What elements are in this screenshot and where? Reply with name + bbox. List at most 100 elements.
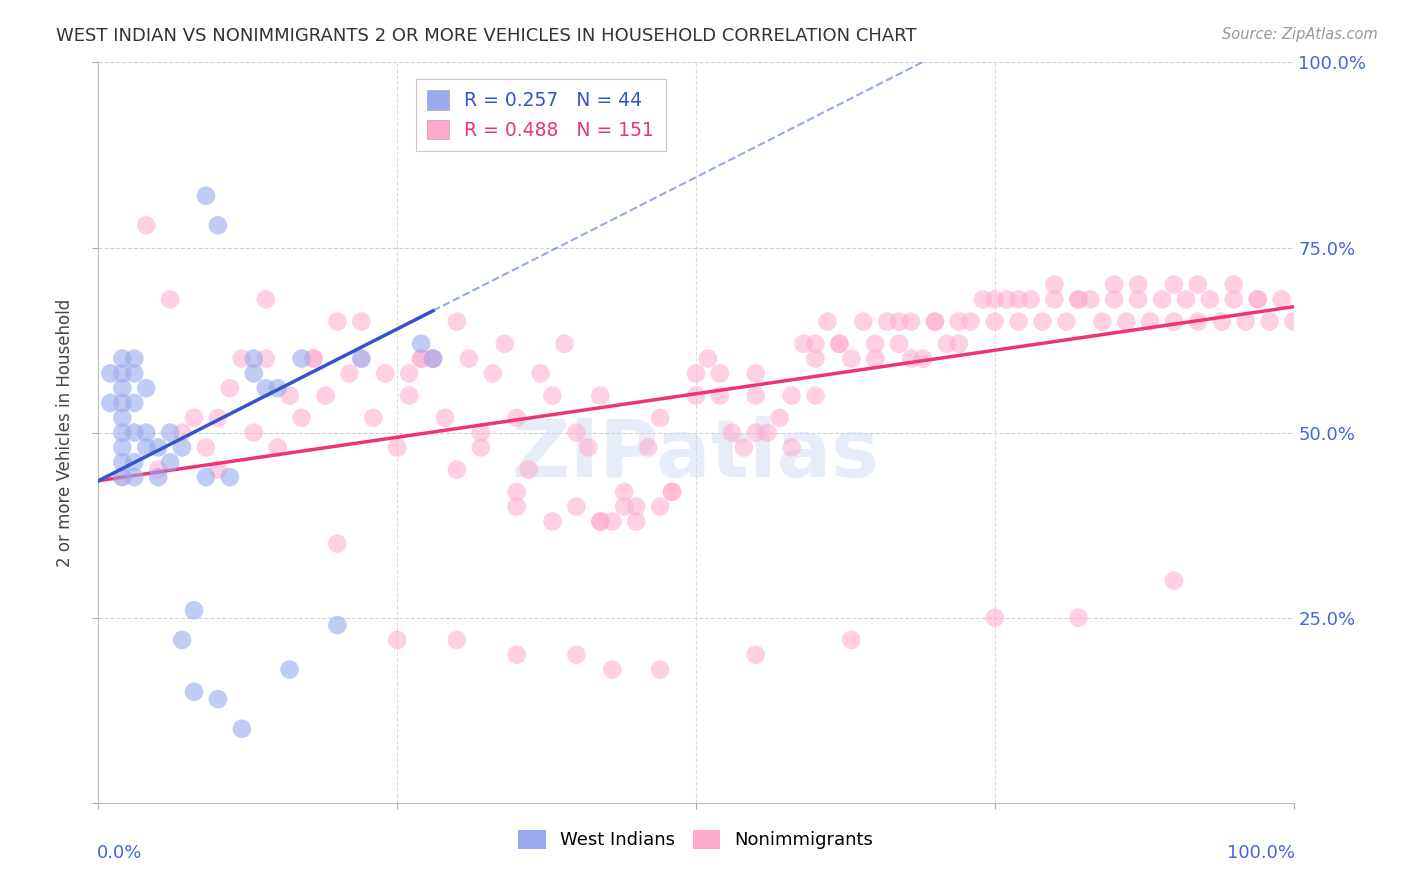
Point xyxy=(756,425,779,440)
Point xyxy=(960,314,983,328)
Point xyxy=(111,367,134,381)
Y-axis label: 2 or more Vehicles in Household: 2 or more Vehicles in Household xyxy=(56,299,75,566)
Point xyxy=(852,314,875,328)
Point xyxy=(111,470,134,484)
Point xyxy=(1271,293,1294,307)
Point xyxy=(768,410,790,425)
Point xyxy=(685,367,707,381)
Point xyxy=(494,336,516,351)
Point xyxy=(411,336,433,351)
Point xyxy=(1128,277,1150,292)
Text: 100.0%: 100.0% xyxy=(1226,844,1295,862)
Point xyxy=(411,351,433,366)
Point xyxy=(183,410,205,425)
Point xyxy=(302,351,325,366)
Point xyxy=(398,388,420,402)
Point xyxy=(195,441,218,455)
Point xyxy=(302,351,325,366)
Point xyxy=(697,351,720,366)
Point xyxy=(506,648,529,662)
Point xyxy=(900,351,922,366)
Point xyxy=(865,351,887,366)
Point xyxy=(984,610,1007,624)
Point xyxy=(422,351,444,366)
Point xyxy=(135,381,157,395)
Point xyxy=(339,367,361,381)
Point xyxy=(709,367,731,381)
Point xyxy=(231,722,253,736)
Point xyxy=(828,336,851,351)
Point xyxy=(685,388,707,402)
Point xyxy=(626,515,648,529)
Point xyxy=(589,515,612,529)
Point xyxy=(1175,293,1198,307)
Point xyxy=(815,314,838,328)
Point xyxy=(1008,314,1031,328)
Point xyxy=(578,441,600,455)
Point xyxy=(326,618,349,632)
Point xyxy=(291,410,314,425)
Point xyxy=(780,388,803,402)
Point xyxy=(506,410,529,425)
Point xyxy=(243,351,266,366)
Point xyxy=(446,632,468,647)
Point xyxy=(111,470,134,484)
Point xyxy=(422,351,444,366)
Point xyxy=(565,648,588,662)
Point xyxy=(1282,314,1305,328)
Point xyxy=(1163,574,1185,588)
Point xyxy=(219,381,242,395)
Point xyxy=(111,351,134,366)
Point xyxy=(1234,314,1257,328)
Point xyxy=(111,441,134,455)
Point xyxy=(207,462,229,476)
Point xyxy=(506,484,529,499)
Text: Source: ZipAtlas.com: Source: ZipAtlas.com xyxy=(1222,27,1378,42)
Text: 0.0%: 0.0% xyxy=(97,844,142,862)
Point xyxy=(541,388,564,402)
Point xyxy=(565,425,588,440)
Point xyxy=(207,410,229,425)
Point xyxy=(721,425,744,440)
Point xyxy=(745,388,768,402)
Point xyxy=(1223,293,1246,307)
Point xyxy=(1019,293,1042,307)
Point xyxy=(1152,293,1174,307)
Point xyxy=(446,462,468,476)
Point xyxy=(267,381,290,395)
Point xyxy=(1067,610,1090,624)
Point xyxy=(350,351,373,366)
Point xyxy=(1056,314,1078,328)
Point xyxy=(350,314,373,328)
Point xyxy=(1008,293,1031,307)
Point xyxy=(1115,314,1137,328)
Point xyxy=(1247,293,1270,307)
Point xyxy=(780,441,803,455)
Point xyxy=(124,425,146,440)
Point xyxy=(111,381,134,395)
Point xyxy=(219,470,242,484)
Point xyxy=(422,351,444,366)
Point xyxy=(124,396,146,410)
Point xyxy=(804,351,827,366)
Point xyxy=(554,336,576,351)
Point xyxy=(195,470,218,484)
Point xyxy=(828,336,851,351)
Point xyxy=(1067,293,1090,307)
Point xyxy=(124,455,146,469)
Point xyxy=(385,632,409,647)
Point xyxy=(1199,293,1222,307)
Point xyxy=(124,367,146,381)
Point xyxy=(291,351,314,366)
Point xyxy=(733,441,755,455)
Point xyxy=(876,314,898,328)
Point xyxy=(481,367,505,381)
Point xyxy=(148,470,170,484)
Point xyxy=(207,692,229,706)
Point xyxy=(936,336,959,351)
Point xyxy=(517,462,540,476)
Point xyxy=(530,367,553,381)
Point xyxy=(1211,314,1233,328)
Point xyxy=(924,314,946,328)
Point xyxy=(745,367,768,381)
